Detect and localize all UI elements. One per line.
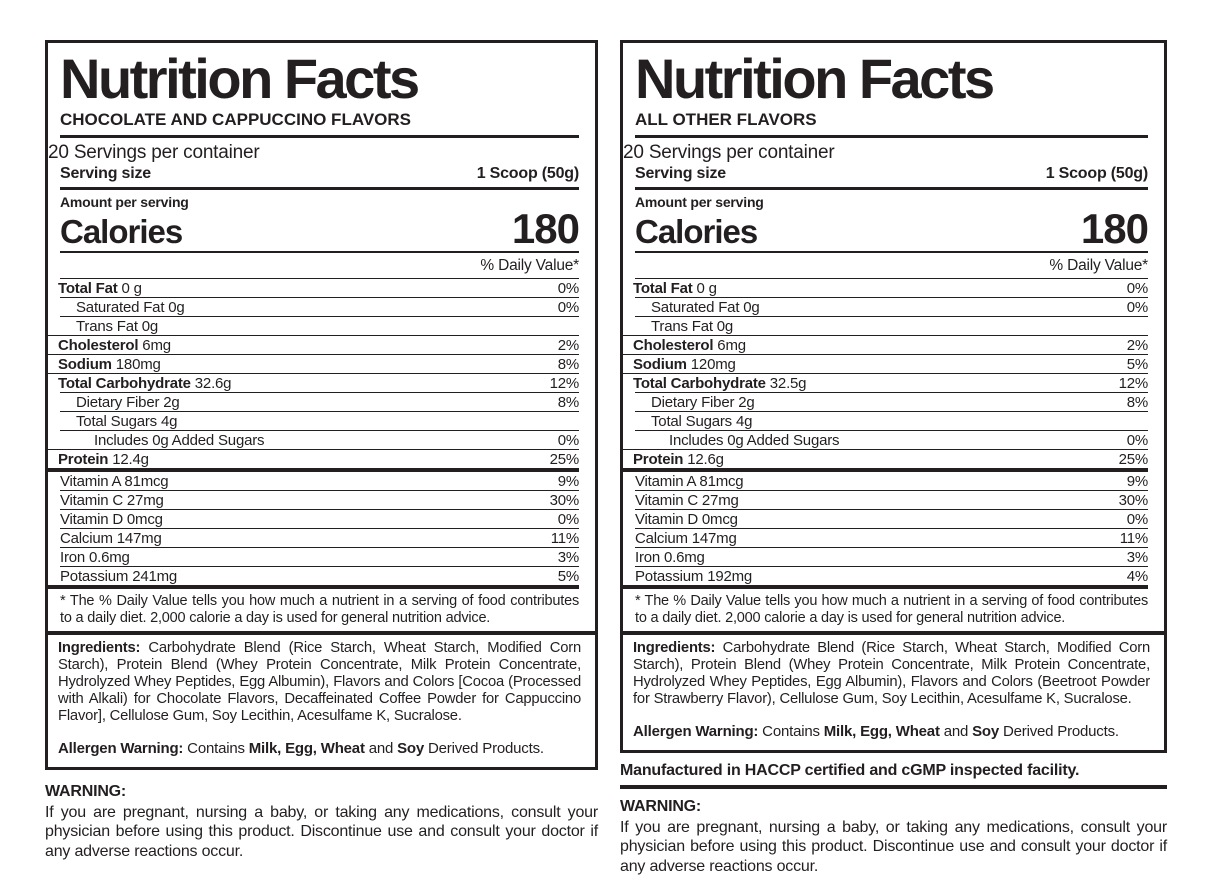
nutrient-row-protein: Protein 12.4g 25% xyxy=(48,448,579,472)
ingredients-text: Carbohydrate Blend (Rice Starch, Wheat S… xyxy=(633,640,1150,708)
nutrient-row-trans-fat: Trans Fat 0g xyxy=(635,315,1148,335)
nutrient-row-vitamin-d: Vitamin D 0mcg 0% xyxy=(60,508,579,528)
nutrient-row-vitamin-a: Vitamin A 81mcg 9% xyxy=(635,472,1148,490)
warning-label: WARNING: xyxy=(45,783,127,801)
nutrient-row-calcium: Calcium 147mg 11% xyxy=(635,527,1148,547)
ingredients-label: Ingredients: xyxy=(633,640,716,657)
divider xyxy=(620,785,1167,790)
nutrient-row-added-sugars: Includes 0g Added Sugars 0% xyxy=(60,429,579,449)
divider xyxy=(635,250,1148,253)
nutrient-row-total-fat: Total Fat 0 g 0% xyxy=(633,279,1148,297)
nutrient-row-dietary-fiber: Dietary Fiber 2g 8% xyxy=(635,391,1148,411)
nutrient-row-total-sugars: Total Sugars 4g xyxy=(635,410,1148,430)
allergen-warning: Allergen Warning: Contains Milk, Egg, Wh… xyxy=(633,723,1119,741)
nutrient-rows: Total Fat 0 g 0% Saturated Fat 0g 0% Tra… xyxy=(623,279,1148,589)
serving-size-value: 1 Scoop (50g) xyxy=(1045,165,1149,183)
warning-text: If you are pregnant, nursing a baby, or … xyxy=(620,819,1167,875)
flavor-subtitle: ALL OTHER FLAVORS xyxy=(635,110,817,130)
daily-value-footnote: * The % Daily Value tells you how much a… xyxy=(60,592,579,627)
nutrient-row-total-fat: Total Fat 0 g 0% xyxy=(58,279,579,297)
label-title: Nutrition Facts xyxy=(635,47,995,110)
nutrient-row-vitamin-d: Vitamin D 0mcg 0% xyxy=(635,508,1148,528)
ingredients-paragraph: Ingredients: Carbohydrate Blend (Rice St… xyxy=(58,640,581,725)
nutrient-row-iron: Iron 0.6mg 3% xyxy=(60,546,579,566)
nutrient-rows: Total Fat 0 g 0% Saturated Fat 0g 0% Tra… xyxy=(48,279,579,589)
nutrient-row-vitamin-a: Vitamin A 81mcg 9% xyxy=(60,472,579,490)
right-column: Nutrition Facts ALL OTHER FLAVORS 20 Ser… xyxy=(620,40,1167,876)
vitamin-rows: Vitamin A 81mcg 9% Vitamin C 27mg 30% Vi… xyxy=(48,472,579,589)
nutrition-label-left: Nutrition Facts CHOCOLATE AND CAPPUCCINO… xyxy=(45,40,598,771)
ingredients-paragraph: Ingredients: Carbohydrate Blend (Rice St… xyxy=(633,640,1150,708)
nutrient-row-cholesterol: Cholesterol 6mg 2% xyxy=(623,334,1148,354)
allergen-warning: Allergen Warning: Contains Milk, Egg, Wh… xyxy=(58,740,544,758)
nutrient-row-saturated-fat: Saturated Fat 0g 0% xyxy=(635,296,1148,316)
divider xyxy=(623,631,1164,636)
nutrient-row-cholesterol: Cholesterol 6mg 2% xyxy=(48,334,579,354)
warning-block-right: WARNING: If you are pregnant, nursing a … xyxy=(620,798,1167,876)
nutrient-row-trans-fat: Trans Fat 0g xyxy=(60,315,579,335)
flavor-subtitle: CHOCOLATE AND CAPPUCCINO FLAVORS xyxy=(60,110,412,130)
daily-value-footnote: * The % Daily Value tells you how much a… xyxy=(635,592,1148,627)
calories-value: 180 xyxy=(1080,205,1149,253)
daily-value-header: % Daily Value* xyxy=(60,253,579,279)
nutrient-row-protein: Protein 12.6g 25% xyxy=(623,448,1148,472)
serving-size-label: Serving size xyxy=(635,165,726,183)
daily-value-header: % Daily Value* xyxy=(635,253,1148,279)
divider xyxy=(48,631,595,636)
nutrient-row-saturated-fat: Saturated Fat 0g 0% xyxy=(60,296,579,316)
servings-per-container: 20 Servings per container xyxy=(623,142,835,164)
ingredients-label: Ingredients: xyxy=(58,640,141,657)
calories-row: Calories 180 xyxy=(635,205,1149,253)
warning-label: WARNING: xyxy=(620,798,702,816)
nutrient-row-total-carbohydrate: Total Carbohydrate 32.5g 12% xyxy=(623,372,1148,392)
divider xyxy=(60,187,579,191)
nutrition-label-right: Nutrition Facts ALL OTHER FLAVORS 20 Ser… xyxy=(620,40,1167,754)
serving-size-row: Serving size 1 Scoop (50g) xyxy=(635,165,1148,187)
calories-label: Calories xyxy=(635,212,758,250)
calories-label: Calories xyxy=(60,212,183,250)
nutrient-row-total-carbohydrate: Total Carbohydrate 32.6g 12% xyxy=(48,372,579,392)
nutrient-row-iron: Iron 0.6mg 3% xyxy=(635,546,1148,566)
left-column: Nutrition Facts CHOCOLATE AND CAPPUCCINO… xyxy=(45,40,598,861)
amount-per-serving-label: Amount per serving xyxy=(635,194,764,211)
calories-value: 180 xyxy=(511,205,580,253)
divider xyxy=(635,135,1148,139)
nutrient-row-vitamin-c: Vitamin C 27mg 30% xyxy=(60,489,579,509)
nutrient-row-sodium: Sodium 120mg 5% xyxy=(623,353,1148,373)
warning-text: If you are pregnant, nursing a baby, or … xyxy=(45,804,598,860)
nutrient-row-sodium: Sodium 180mg 8% xyxy=(48,353,579,373)
amount-per-serving-label: Amount per serving xyxy=(60,194,189,211)
label-title: Nutrition Facts xyxy=(60,47,420,110)
warning-block-left: WARNING: If you are pregnant, nursing a … xyxy=(45,783,598,861)
nutrient-row-total-sugars: Total Sugars 4g xyxy=(60,410,579,430)
nutrient-row-potassium: Potassium 192mg 4% xyxy=(635,565,1148,585)
nutrient-row-added-sugars: Includes 0g Added Sugars 0% xyxy=(635,429,1148,449)
nutrient-row-calcium: Calcium 147mg 11% xyxy=(60,527,579,547)
nutrient-row-dietary-fiber: Dietary Fiber 2g 8% xyxy=(60,391,579,411)
manufactured-note: Manufactured in HACCP certified and cGMP… xyxy=(620,762,1080,780)
divider xyxy=(635,187,1148,191)
ingredients-text: Carbohydrate Blend (Rice Starch, Wheat S… xyxy=(58,640,581,725)
serving-size-value: 1 Scoop (50g) xyxy=(476,165,580,183)
divider xyxy=(60,250,579,253)
servings-per-container: 20 Servings per container xyxy=(48,142,260,164)
nutrient-row-vitamin-c: Vitamin C 27mg 30% xyxy=(635,489,1148,509)
calories-row: Calories 180 xyxy=(60,205,580,253)
serving-size-label: Serving size xyxy=(60,165,151,183)
divider xyxy=(60,135,579,139)
nutrient-row-potassium: Potassium 241mg 5% xyxy=(60,565,579,585)
serving-size-row: Serving size 1 Scoop (50g) xyxy=(60,165,579,187)
vitamin-rows: Vitamin A 81mcg 9% Vitamin C 27mg 30% Vi… xyxy=(623,472,1148,589)
